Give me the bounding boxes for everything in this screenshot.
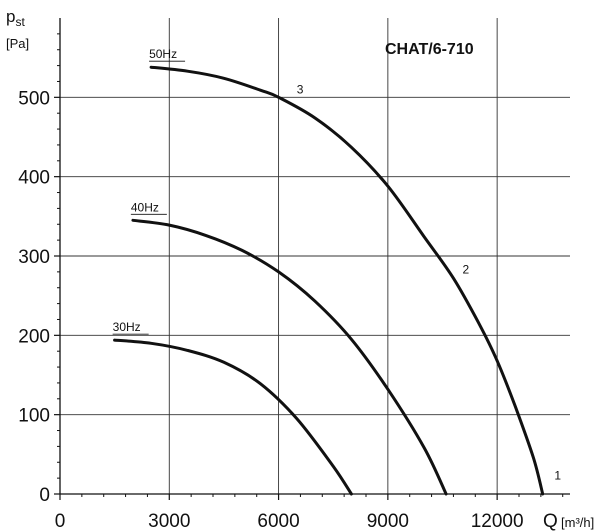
y-axis-unit: [Pa] [6,36,29,51]
series-line-40hz [131,218,448,496]
x-axis-symbol: Q [543,511,558,532]
y-tick-label: 100 [18,406,50,427]
y-axis-symbol: p [6,7,15,26]
x-tick-label: 9000 [367,511,409,532]
y-axis-label: pst [6,7,25,29]
y-axis-subscript: st [15,15,25,29]
y-tick-label: 400 [18,168,50,189]
y-tick-label: 300 [18,247,50,268]
operating-point-label: 1 [554,469,561,483]
chart-title: CHAT/6-710 [385,41,474,58]
x-tick-label: 12000 [471,511,524,532]
x-tick-label: 6000 [257,511,299,532]
y-tick-label: 0 [39,485,50,506]
x-tick-label: 0 [55,511,66,532]
series-label-50hz: 50Hz [149,47,177,61]
series-labels: 50Hz 40Hz 30Hz [112,47,186,335]
point-labels: 3 2 1 [297,82,562,482]
series-line-50hz [149,65,545,496]
series-label-40hz: 40Hz [131,200,159,214]
x-tick-label: 3000 [148,511,190,532]
y-tick-label: 500 [18,88,50,109]
grid [60,18,570,494]
x-tick-labels: 0 3000 6000 9000 12000 [55,511,524,532]
operating-point-label: 2 [463,262,470,276]
x-axis-unit: [m³/h] [561,515,594,530]
y-tick-label: 200 [18,326,50,347]
minor-ticks [54,33,564,500]
operating-point-label: 3 [297,82,304,96]
series-label-30hz: 30Hz [113,320,141,334]
y-tick-labels: 0 100 200 300 400 500 [18,88,50,506]
series [113,65,545,496]
series-line-30hz [113,338,353,496]
axes [59,18,570,495]
